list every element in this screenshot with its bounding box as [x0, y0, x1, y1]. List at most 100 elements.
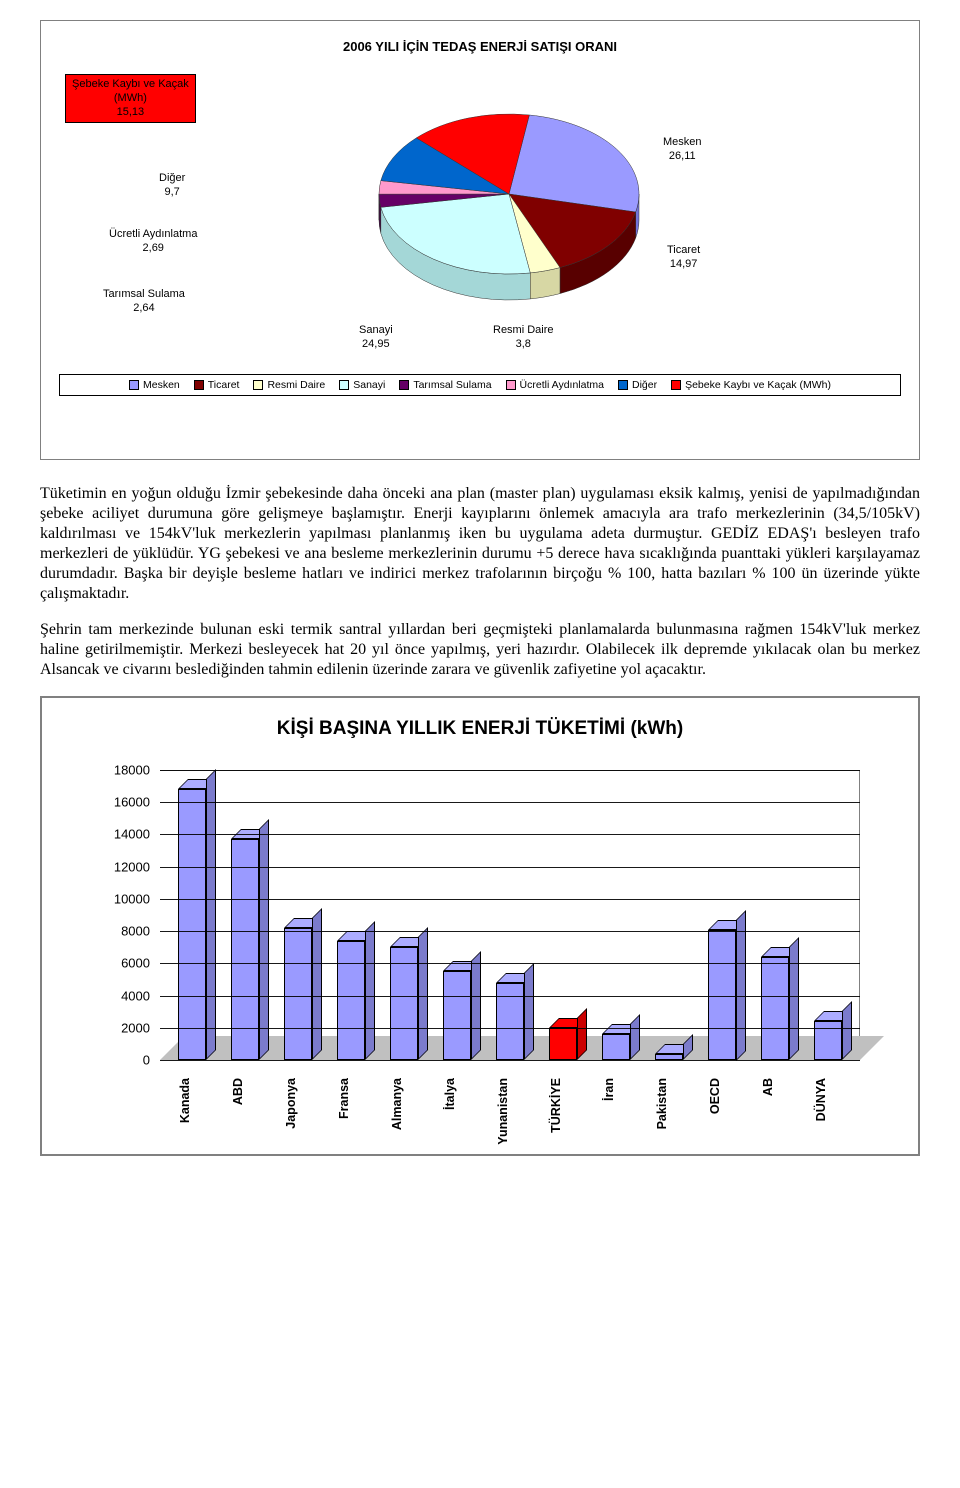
- bar-container: KanadaABDJaponyaFransaAlmanyaİtalyaYunan…: [160, 770, 860, 1060]
- legend-swatch: [253, 380, 263, 390]
- bar-category-label: İran: [602, 1078, 616, 1101]
- bar-side-face: [471, 951, 481, 1060]
- bar-category-label: ABD: [231, 1078, 245, 1105]
- bar-gridline: [160, 1060, 860, 1061]
- bar: İtalya: [443, 971, 471, 1060]
- bar-category-label: İtalya: [443, 1078, 457, 1110]
- bar: TÜRKİYE: [549, 1028, 577, 1060]
- callout-tarimsal-text: Tarımsal Sulama: [103, 288, 185, 300]
- pie-chart-svg: [359, 104, 659, 314]
- bar-category-label: Pakistan: [655, 1078, 669, 1129]
- callout-diger-text: Diğer: [159, 172, 185, 184]
- bar-side-face: [206, 769, 216, 1060]
- bar-side-face: [577, 1008, 587, 1060]
- bar-gridline: [160, 931, 860, 932]
- bar-side-face: [683, 1034, 693, 1060]
- bar-gridline: [160, 996, 860, 997]
- bar-side-face: [524, 963, 534, 1060]
- callout-mesken-value: 26,11: [669, 150, 696, 162]
- callout-diger: Diğer 9,7: [159, 172, 185, 200]
- bar-gridline: [160, 834, 860, 835]
- legend-swatch: [671, 380, 681, 390]
- callout-ucretli-value: 2,69: [143, 242, 164, 254]
- bar-front: [178, 789, 206, 1060]
- callout-diger-value: 9,7: [165, 186, 180, 198]
- bar-front: [602, 1034, 630, 1060]
- bar-chart-title: KİŞİ BAŞINA YILLIK ENERJİ TÜKETİMİ (kWh): [62, 718, 898, 740]
- bar-ytick-label: 12000: [114, 859, 150, 874]
- callout-sebeke-value: 15,13: [117, 106, 145, 118]
- legend-swatch: [399, 380, 409, 390]
- bar-side-face: [418, 927, 428, 1060]
- bar: Japonya: [284, 928, 312, 1060]
- bar-ytick-label: 2000: [121, 1020, 150, 1035]
- bar-category-label: Yunanistan: [496, 1078, 510, 1145]
- callout-mesken: Mesken 26,11: [663, 136, 702, 164]
- bar-ytick-label: 10000: [114, 891, 150, 906]
- legend-label: Diğer: [632, 379, 657, 391]
- callout-sanayi: Sanayi 24,95: [359, 324, 393, 352]
- legend-label: Ticaret: [208, 379, 240, 391]
- bar-category-label: Kanada: [178, 1078, 192, 1123]
- bar: Yunanistan: [496, 983, 524, 1060]
- legend-swatch: [129, 380, 139, 390]
- bar-ytick-label: 6000: [121, 956, 150, 971]
- legend-item: Mesken: [129, 379, 180, 391]
- callout-sanayi-value: 24,95: [362, 338, 390, 350]
- bar-front: [443, 971, 471, 1060]
- pie-chart-area: Şebeke Kaybı ve Kaçak (MWh) 15,13 Diğer …: [59, 64, 901, 374]
- legend-label: Şebeke Kaybı ve Kaçak (MWh): [685, 379, 831, 391]
- callout-sanayi-text: Sanayi: [359, 324, 393, 336]
- callout-ticaret: Ticaret 14,97: [667, 244, 700, 272]
- bar-side-face: [789, 937, 799, 1060]
- bar-gridline: [160, 899, 860, 900]
- callout-sebeke-line1: Şebeke Kaybı ve Kaçak: [72, 78, 189, 90]
- bar-side-face: [365, 921, 375, 1060]
- bar: İran: [602, 1034, 630, 1060]
- callout-resmi-text: Resmi Daire: [493, 324, 554, 336]
- callout-ticaret-text: Ticaret: [667, 244, 700, 256]
- pie-legend: Mesken Ticaret Resmi Daire Sanayi Tarımsal S…: [59, 374, 901, 396]
- bar-ytick-label: 16000: [114, 795, 150, 810]
- bar-category-label: Fransa: [337, 1078, 351, 1119]
- legend-item: Sanayi: [339, 379, 385, 391]
- callout-mesken-text: Mesken: [663, 136, 702, 148]
- bar-front: [549, 1028, 577, 1060]
- bar-front: [337, 941, 365, 1060]
- bar-ytick-label: 14000: [114, 827, 150, 842]
- bar-category-label: Japonya: [284, 1078, 298, 1129]
- legend-swatch: [506, 380, 516, 390]
- legend-label: Mesken: [143, 379, 180, 391]
- bar-plot-area: KanadaABDJaponyaFransaAlmanyaİtalyaYunan…: [90, 760, 870, 1120]
- legend-label: Ücretli Aydınlatma: [520, 379, 604, 391]
- legend-swatch: [339, 380, 349, 390]
- callout-resmi-value: 3,8: [516, 338, 531, 350]
- legend-item: Ticaret: [194, 379, 240, 391]
- legend-item: Ücretli Aydınlatma: [506, 379, 604, 391]
- callout-sebeke: Şebeke Kaybı ve Kaçak (MWh) 15,13: [65, 74, 196, 123]
- callout-ticaret-value: 14,97: [670, 258, 698, 270]
- legend-label: Sanayi: [353, 379, 385, 391]
- pie-chart-title: 2006 YILI İÇİN TEDAŞ ENERJİ SATIŞI ORANI: [59, 39, 901, 54]
- bar-category-label: OECD: [708, 1078, 722, 1114]
- legend-label: Tarımsal Sulama: [413, 379, 491, 391]
- callout-tarimsal-value: 2,64: [133, 302, 154, 314]
- bar: Fransa: [337, 941, 365, 1060]
- bar-front: [284, 928, 312, 1060]
- bar-side-face: [842, 1001, 852, 1060]
- paragraph-2: Şehrin tam merkezinde bulunan eski termi…: [40, 620, 920, 680]
- bar-category-label: AB: [761, 1078, 775, 1096]
- callout-ucretli-text: Ücretli Aydınlatma: [109, 228, 197, 240]
- bar-ytick-label: 18000: [114, 763, 150, 778]
- bar-gridline: [160, 867, 860, 868]
- legend-item: Resmi Daire: [253, 379, 325, 391]
- bar-gridline: [160, 1028, 860, 1029]
- bar-ytick-label: 0: [143, 1053, 150, 1068]
- legend-label: Resmi Daire: [267, 379, 325, 391]
- bar-gridline: [160, 802, 860, 803]
- callout-resmi: Resmi Daire 3,8: [493, 324, 554, 352]
- bar-front: [761, 957, 789, 1060]
- bar-plot-inner: KanadaABDJaponyaFransaAlmanyaİtalyaYunan…: [160, 770, 860, 1060]
- paragraph-1: Tüketimin en yoğun olduğu İzmir şebekesi…: [40, 484, 920, 604]
- legend-swatch: [194, 380, 204, 390]
